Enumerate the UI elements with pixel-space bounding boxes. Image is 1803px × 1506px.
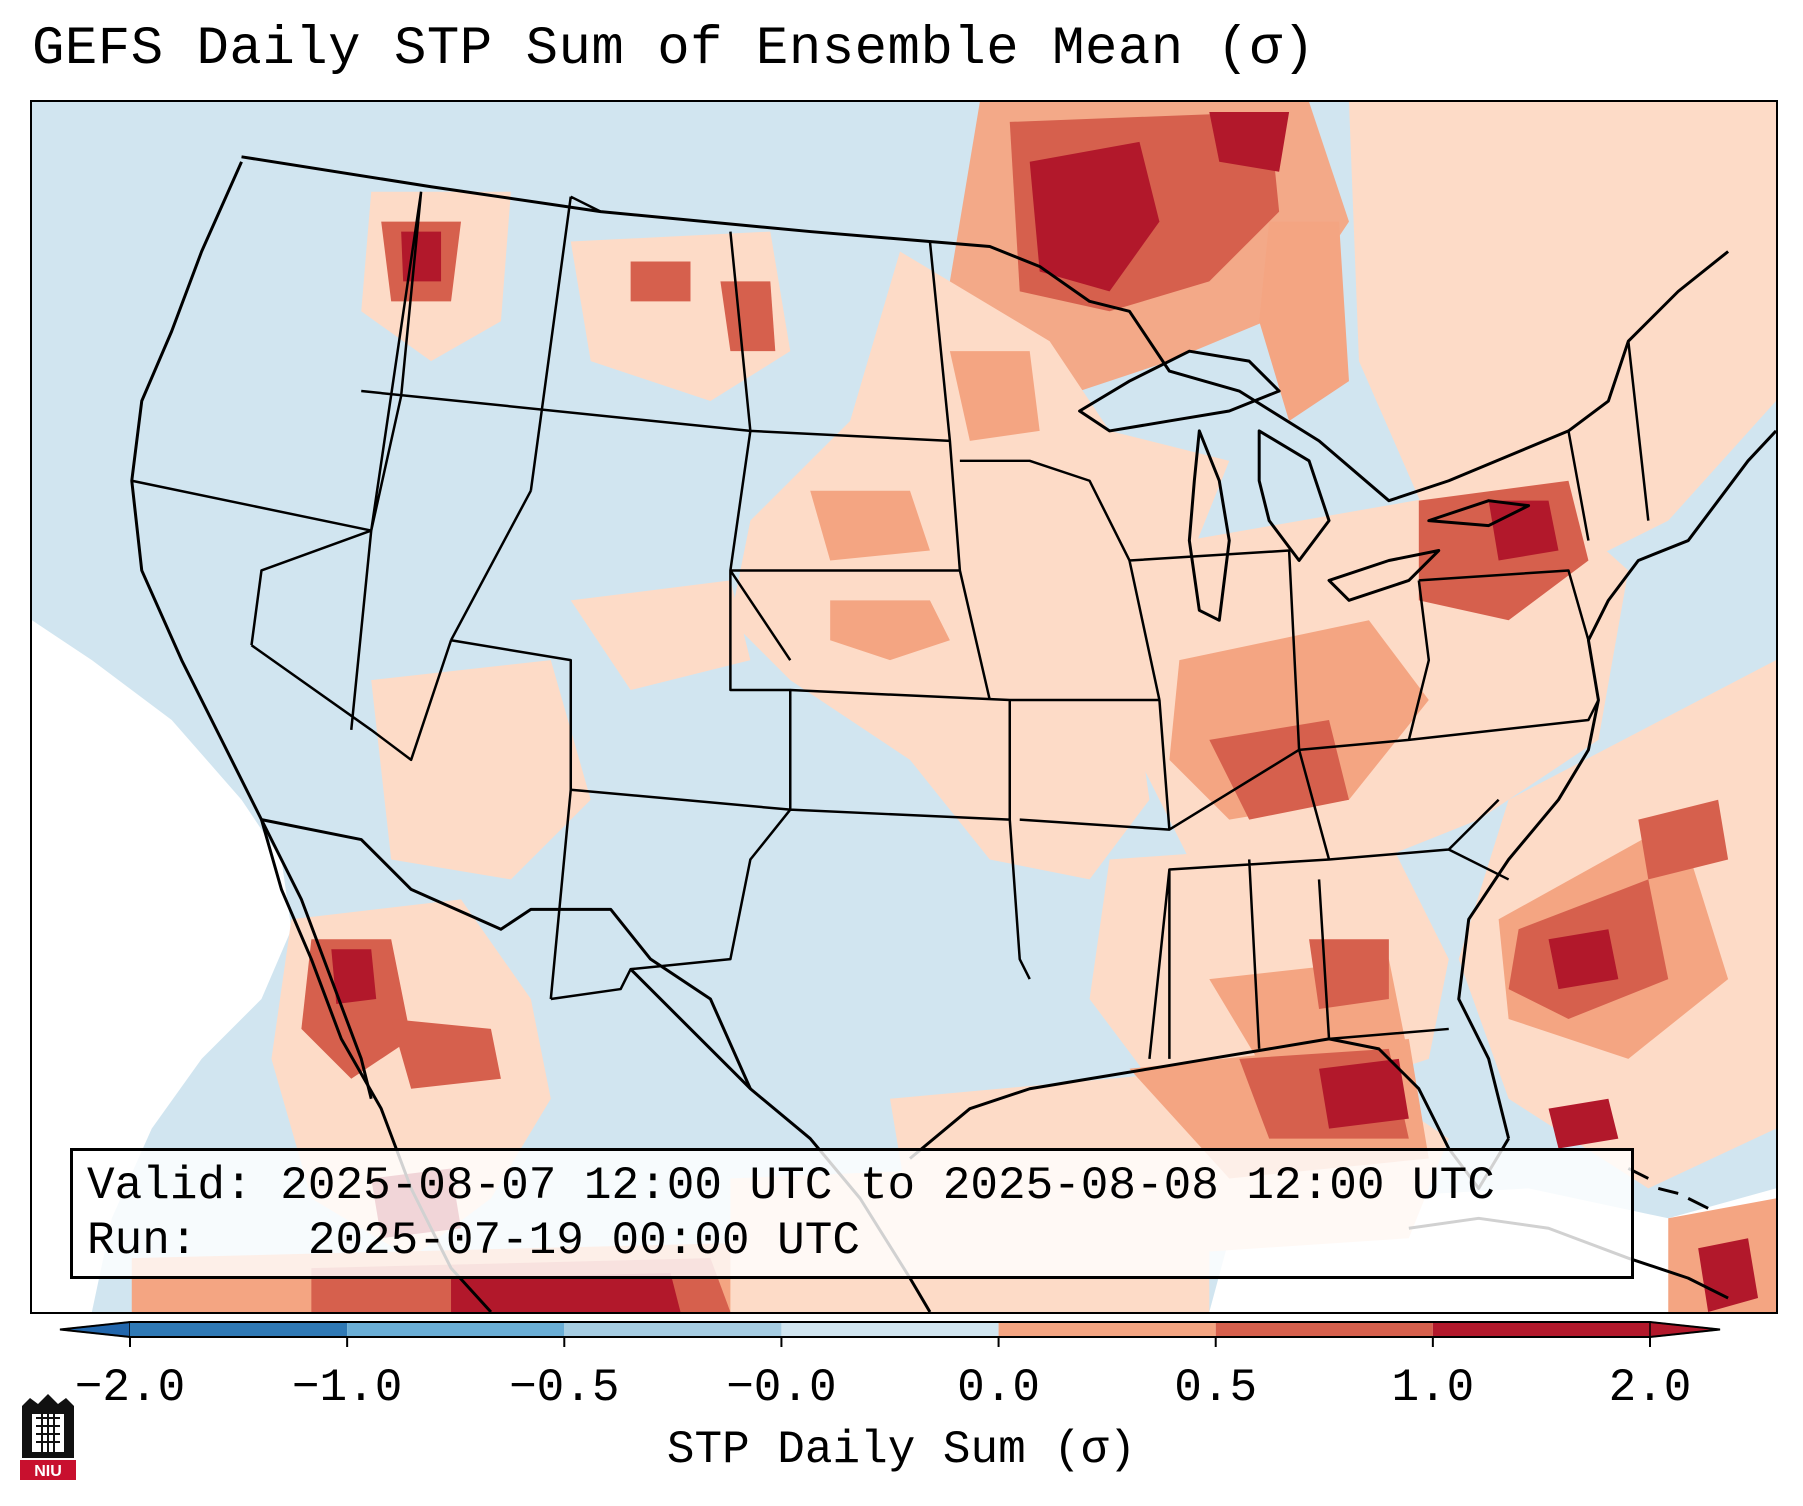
stp-field-layer (131, 102, 1776, 1312)
colorbar-segment (1215, 1322, 1433, 1337)
valid-line: Valid: 2025-08-07 12:00 UTC to 2025-08-0… (87, 1159, 1617, 1214)
run-line: Run: 2025-07-19 00:00 UTC (87, 1214, 1617, 1269)
colorbar-tick-label: −1.0 (292, 1362, 402, 1414)
map-canvas[interactable] (32, 102, 1776, 1312)
colorbar-extend-low (59, 1321, 131, 1338)
colorbar-segment (1432, 1322, 1650, 1337)
colorbar-tick-label: 0.5 (1174, 1362, 1257, 1414)
colorbar-segment (347, 1322, 565, 1337)
lake-superior (1078, 349, 1281, 433)
niu-badge-text: NIU (34, 1463, 62, 1480)
baja-coastline (260, 818, 373, 1100)
lake-erie (1327, 549, 1441, 602)
page-title: GEFS Daily STP Sum of Ensemble Mean (σ) (32, 19, 1316, 80)
neutral-region-pacific (32, 620, 292, 1312)
colorbar-extend-high (1649, 1321, 1721, 1338)
map-panel[interactable]: Valid: 2025-08-07 12:00 UTC to 2025-08-0… (30, 100, 1778, 1314)
canada-border (241, 155, 1730, 503)
mexico-border (261, 818, 752, 1090)
colorbar: −2.0 −1.0 −0.5 −0.0 0.0 0.5 1.0 2.0 (59, 1321, 1721, 1414)
colorbar-segment (781, 1322, 999, 1337)
state-lines (131, 191, 1650, 1059)
valid-run-info-box: Valid: 2025-08-07 12:00 UTC to 2025-08-0… (70, 1148, 1634, 1279)
valid-label: Valid: (87, 1160, 253, 1212)
lake-huron (1257, 429, 1331, 562)
colorbar-tick-label: −0.5 (509, 1362, 619, 1414)
colorbar-tick-label: 2.0 (1609, 1362, 1692, 1414)
colorbar-segment (998, 1322, 1216, 1337)
colorbar-tick-label: 1.0 (1391, 1362, 1474, 1414)
run-label: Run: (87, 1215, 198, 1267)
run-value: 2025-07-19 00:00 UTC (307, 1215, 860, 1267)
boundary-layer (130, 155, 1776, 1312)
niu-badge (20, 1460, 76, 1480)
colorbar-segment (130, 1322, 348, 1337)
university-building-icon (22, 1394, 74, 1458)
niu-logo: NIU (20, 1394, 76, 1480)
colorbar-label: STP Daily Sum (σ) (666, 1424, 1137, 1476)
lake-michigan (1187, 429, 1231, 622)
valid-value: 2025-08-07 12:00 UTC to 2025-08-08 12:00… (280, 1160, 1495, 1212)
colorbar-segment (564, 1322, 782, 1337)
colorbar-tick-label: −0.0 (726, 1362, 836, 1414)
colorbar-tick-label: −2.0 (75, 1362, 185, 1414)
lake-ontario (1427, 499, 1531, 528)
colorbar-tick-label: 0.0 (957, 1362, 1040, 1414)
